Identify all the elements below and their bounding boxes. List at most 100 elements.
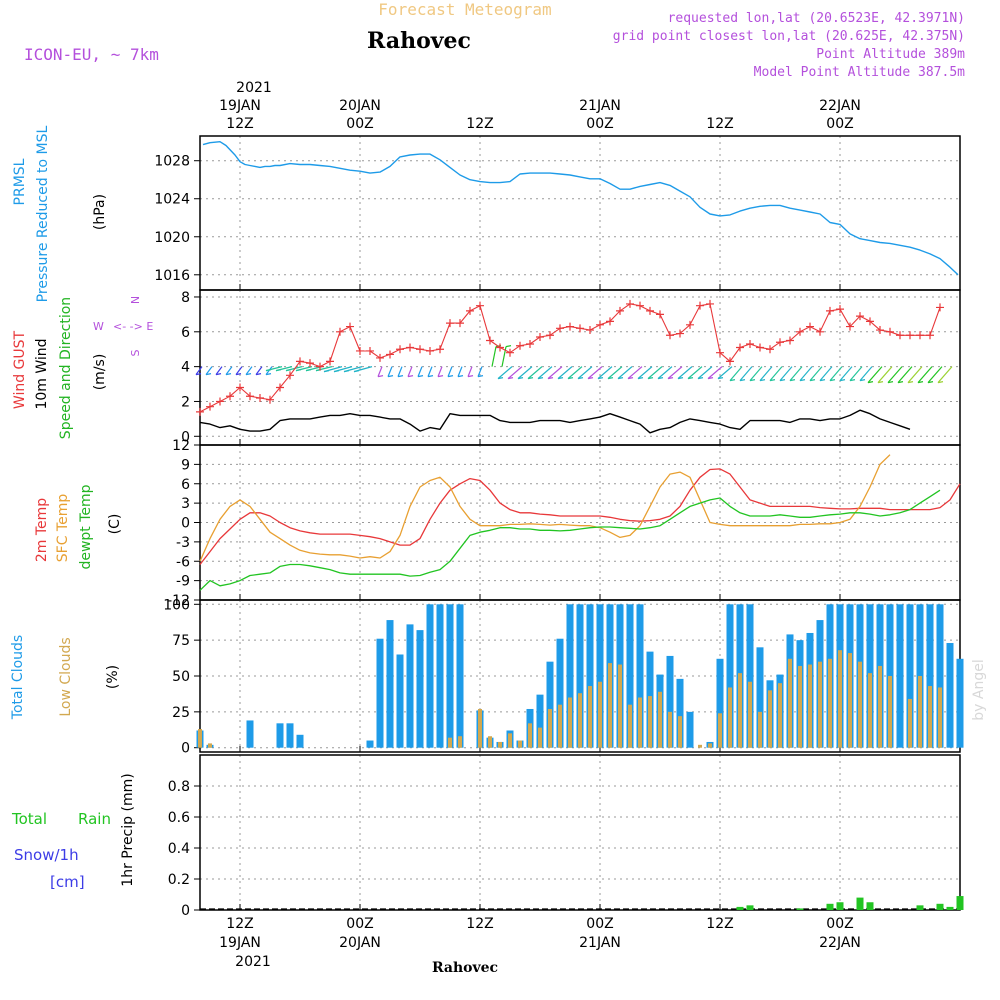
wind-arrow [819, 366, 833, 382]
y-tick-label: 12 [172, 438, 190, 454]
low-cloud-bar [908, 698, 912, 748]
wind-arrow [477, 366, 483, 377]
wind-arrow [907, 366, 923, 384]
wind-arrowhead [255, 373, 262, 376]
total-cloud-bar [386, 620, 394, 748]
low-cloud-bar [868, 673, 872, 748]
wind-arrow [799, 366, 813, 382]
wind-arrow [779, 366, 793, 382]
wind-gust-marker [436, 345, 444, 354]
wind-gust-marker [446, 319, 454, 328]
wind-arrowhead [305, 369, 312, 372]
wind-gust-marker [196, 407, 204, 416]
wind-gust-marker [486, 336, 494, 345]
low-cloud-bar [788, 658, 792, 748]
wind-gust-marker [736, 343, 744, 352]
wind-arrowhead [677, 377, 684, 380]
y-tick-label: -3 [176, 535, 190, 551]
wind-arrow [225, 366, 233, 375]
wind-gust-marker [906, 331, 914, 340]
wind-arrow [897, 366, 913, 384]
y-tick-label: 1016 [154, 268, 190, 284]
wind-arrowhead [819, 379, 826, 382]
wind-arrowhead [377, 375, 384, 378]
wind-gust-marker [556, 324, 564, 333]
rain-bar [956, 896, 964, 910]
total-cloud-bar [376, 638, 384, 748]
wind-gust-marker [726, 357, 734, 366]
rain-bar [826, 903, 834, 910]
total-cloud-bar [906, 604, 914, 748]
wind-arrowhead [343, 370, 350, 373]
y-tick-label: 0.4 [168, 841, 190, 857]
low-cloud-bar [608, 663, 612, 748]
low-cloud-bar [818, 661, 822, 748]
total-cloud-bar [636, 604, 644, 748]
wind-arrowhead [717, 377, 724, 380]
total-cloud-bar [626, 604, 634, 748]
wind-arrow [809, 366, 823, 382]
top-year-label: 2021 [236, 80, 272, 96]
low-cloud-bar [208, 743, 212, 748]
wind-arrow [491, 346, 497, 367]
wind-arrow [427, 366, 433, 377]
wind-arrowhead [517, 377, 524, 380]
wind-arrowhead [597, 377, 604, 380]
wind-gust-marker [406, 343, 414, 352]
low-cloud-bar [478, 708, 482, 748]
wind-arrowhead [789, 379, 796, 382]
top-date-label: 22JAN [819, 98, 861, 114]
wind-gust-marker [586, 326, 594, 335]
wind-arrowhead [457, 375, 464, 378]
wind-arrow [769, 366, 783, 382]
temperature-panel: -12 -9 -6 -3 0 3 6 9 12 [167, 438, 961, 609]
wind-arrowhead [779, 379, 786, 382]
wind-gust-marker [666, 331, 674, 340]
low-cloud-bar [738, 673, 742, 748]
y-tick-label: 0.8 [168, 779, 190, 795]
low-cloud-bar [798, 665, 802, 748]
wind-gust-marker [786, 336, 794, 345]
wind-gust-marker [246, 392, 254, 401]
total-cloud-bar [896, 604, 904, 748]
wind-gust-marker [686, 320, 694, 329]
y-tick-label: 4 [181, 360, 190, 376]
wind-arrowhead [829, 379, 836, 382]
wind-gust-marker [716, 348, 724, 357]
wind-arrow [739, 366, 753, 382]
y-tick-label: 50 [172, 669, 190, 685]
wind-arrow [697, 366, 713, 380]
low-cloud-bar [578, 693, 582, 748]
wind-arrowhead [567, 377, 574, 380]
point-altitude: Point Altitude 389m [816, 47, 965, 62]
total-cloud-bar [406, 624, 414, 748]
wind-arrow [759, 366, 773, 382]
wind-gust-marker [306, 359, 314, 368]
low-cloud-bar [698, 744, 702, 748]
wind-arrowhead [245, 373, 252, 376]
wind-gust-marker [226, 392, 234, 401]
wind-arrowhead [333, 370, 340, 373]
wind-gust-marker [536, 333, 544, 342]
wind-gust-marker [646, 306, 654, 315]
wind-gust-marker [626, 299, 634, 308]
total-cloud-bar [726, 604, 734, 748]
chart-title: Forecast Meteogram [378, 0, 551, 19]
wind-arrow [567, 366, 583, 380]
wind-gust-marker [506, 348, 514, 357]
wind-gust-marker [796, 327, 804, 336]
total-cloud-bar [946, 643, 954, 748]
wind-gust-marker [836, 305, 844, 314]
wind-gust-marker [676, 329, 684, 338]
low-cloud-bar [668, 711, 672, 748]
temp-2m-line [199, 468, 961, 565]
y-tick-label: 9 [181, 457, 190, 473]
total-cloud-bar [416, 630, 424, 748]
wind-arrowhead [235, 373, 242, 376]
wind-arrow [859, 366, 873, 382]
wind-arrow [667, 366, 683, 380]
wind-arrowhead [859, 379, 866, 382]
wind-unit: (m/s) [92, 354, 108, 391]
wind-arrow [437, 366, 443, 377]
bottom-hour-label: 00Z [826, 916, 853, 932]
